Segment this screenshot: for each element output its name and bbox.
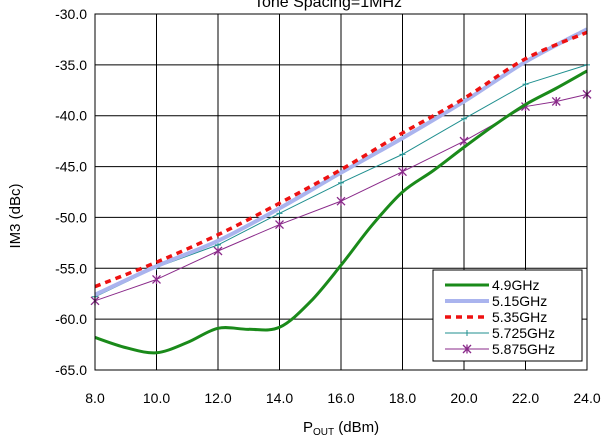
legend-marker — [464, 330, 470, 336]
legend-label: 4.9GHz — [492, 277, 539, 293]
series-line — [94, 69, 588, 355]
legend-label: 5.725GHz — [492, 325, 555, 341]
y-tick-label: -60.0 — [55, 311, 87, 327]
series-4.9GHz — [94, 69, 588, 355]
x-tick-label: 24.0 — [573, 390, 600, 406]
y-tick-label: -45.0 — [55, 159, 87, 175]
x-tick-label: 16.0 — [327, 390, 354, 406]
y-axis-tick-labels: -30.0 -35.0 -40.0 -45.0 -50.0 -55.0 -60.0 -65.0 — [55, 6, 87, 378]
x-axis-label-main: P — [303, 419, 313, 436]
legend-entry: 5.15GHz — [445, 293, 547, 309]
series-5.15GHz — [94, 27, 588, 297]
data-point-marker — [152, 274, 161, 284]
legend-entry: 5.725GHz — [445, 325, 555, 341]
x-axis-tick-labels: 8.0 10.0 12.0 14.0 16.0 18.0 20.0 22.0 24.0 — [85, 390, 601, 406]
data-point-marker — [213, 246, 223, 256]
y-tick-label: -40.0 — [55, 108, 87, 124]
x-tick-label: 8.0 — [85, 390, 105, 406]
y-tick-label: -50.0 — [55, 209, 87, 225]
series-line — [94, 93, 588, 302]
data-point-marker — [275, 220, 284, 230]
data-point-marker — [461, 115, 467, 122]
data-point-marker — [551, 96, 561, 106]
x-axis-label-unit: (dBm) — [334, 419, 379, 436]
x-tick-label: 18.0 — [389, 390, 416, 406]
data-point-marker — [398, 167, 407, 177]
data-point-marker — [399, 151, 406, 158]
legend-label: 5.15GHz — [492, 293, 547, 309]
legend-entry: 4.9GHz — [445, 277, 539, 293]
x-tick-label: 20.0 — [450, 390, 477, 406]
legend-marker — [462, 344, 472, 354]
x-tick-label: 10.0 — [143, 390, 170, 406]
legend-entry: 5.875GHz — [445, 341, 555, 357]
x-tick-label: 22.0 — [512, 390, 539, 406]
plot-frame — [94, 13, 588, 371]
y-tick-label: -35.0 — [55, 57, 87, 73]
legend-label: 5.875GHz — [492, 341, 555, 357]
legend-entry: 5.35GHz — [445, 309, 547, 325]
data-point-marker — [338, 179, 344, 186]
x-tick-label: 12.0 — [204, 390, 231, 406]
y-tick-label: -55.0 — [55, 260, 87, 276]
y-tick-label: -65.0 — [55, 362, 87, 378]
series-line — [94, 27, 588, 297]
x-axis-label: POUT (dBm) — [303, 419, 379, 438]
x-tick-label: 14.0 — [266, 390, 293, 406]
chart-title: Tone Spacing=1MHz — [254, 0, 402, 11]
x-axis-label-subscript: OUT — [313, 427, 334, 438]
series-5.875GHz — [90, 89, 592, 306]
legend-label: 5.35GHz — [492, 309, 547, 325]
series-line — [94, 30, 588, 289]
data-point-marker — [336, 196, 346, 206]
y-tick-label: -30.0 — [55, 6, 87, 22]
data-point-marker — [522, 81, 529, 88]
y-axis-label: IM3 (dBc) — [7, 183, 24, 248]
series-5.35GHz — [94, 30, 588, 289]
series-layer — [90, 27, 592, 355]
data-point-marker — [276, 210, 283, 217]
